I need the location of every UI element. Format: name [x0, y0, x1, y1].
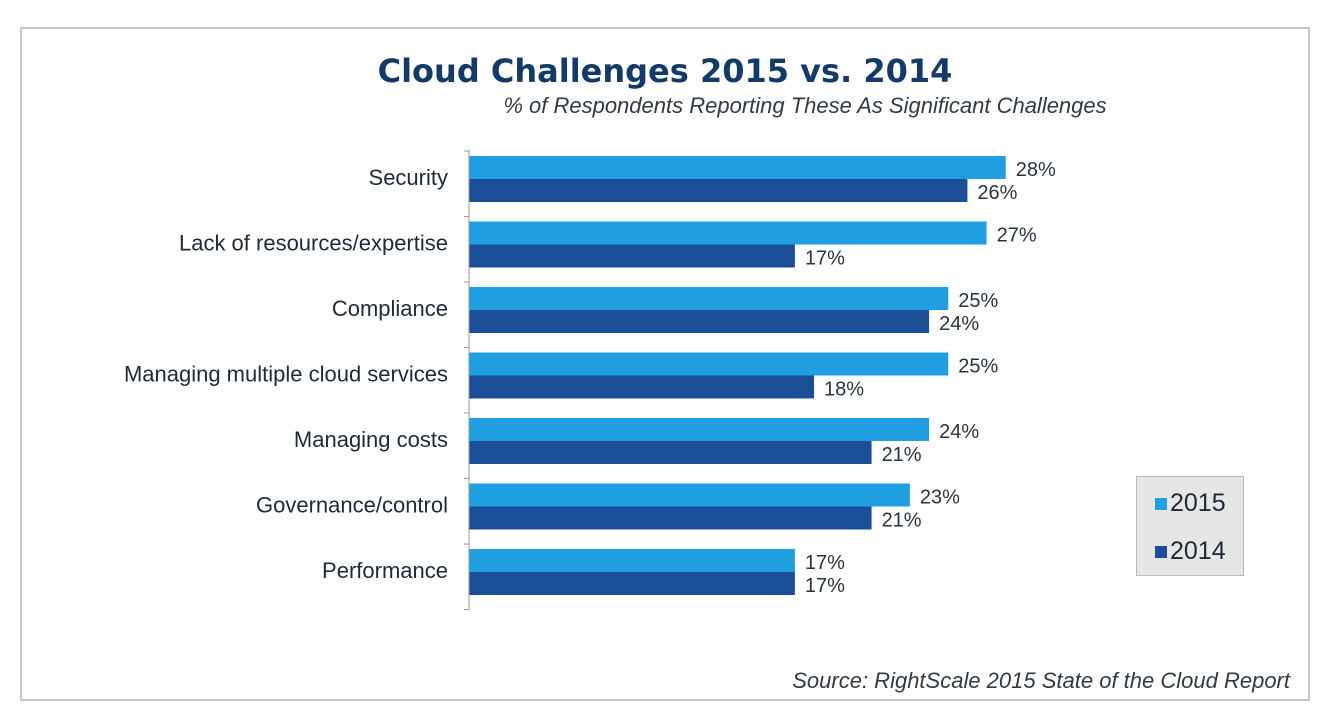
data-label-2014-performance: 17% [805, 575, 845, 597]
data-label-2015-compliance: 25% [958, 290, 998, 312]
data-label-2014-lack-of-resources-expertise: 17% [805, 248, 845, 270]
bar-2014-performance [469, 572, 795, 595]
legend-item-2014: 2014 [1155, 537, 1226, 566]
chart-legend: 2015 2014 [1136, 476, 1244, 576]
data-label-2014-governance-control: 21% [882, 510, 922, 532]
bar-2015-managing-costs [469, 418, 930, 441]
category-label-managing-multiple-cloud-services: Managing multiple cloud services [124, 362, 448, 387]
source-note: Source: RightScale 2015 State of the Clo… [792, 668, 1290, 693]
bar-2015-lack-of-resources-expertise [469, 221, 987, 245]
bar-2014-security [469, 179, 968, 202]
legend-swatch-2014 [1155, 545, 1167, 558]
data-label-2014-managing-multiple-cloud-services: 18% [824, 379, 864, 401]
category-label-governance-control: Governance/control [256, 493, 448, 518]
bar-2014-lack-of-resources-expertise [469, 244, 795, 268]
data-label-2015-managing-costs: 24% [939, 421, 979, 443]
data-label-2014-managing-costs: 21% [882, 444, 922, 466]
chart-title: Cloud Challenges 2015 vs. 2014 [377, 52, 953, 90]
data-label-2015-security: 28% [1016, 159, 1056, 181]
legend-label-2014: 2014 [1170, 537, 1226, 565]
bar-2014-managing-costs [469, 441, 872, 464]
bar-2015-compliance [469, 287, 949, 310]
category-label-managing-costs: Managing costs [294, 427, 448, 452]
legend-swatch-2015 [1155, 497, 1167, 510]
category-label-security: Security [369, 165, 448, 190]
data-label-2014-compliance: 24% [939, 313, 979, 335]
bar-2014-compliance [469, 310, 930, 333]
category-label-compliance: Compliance [332, 296, 448, 321]
category-label-lack-of-resources-expertise: Lack of resources/expertise [179, 231, 448, 256]
bar-2014-managing-multiple-cloud-services [469, 375, 815, 399]
data-label-2015-managing-multiple-cloud-services: 25% [958, 356, 998, 378]
bar-2015-managing-multiple-cloud-services [469, 352, 949, 376]
category-label-performance: Performance [322, 558, 448, 583]
data-label-2014-security: 26% [977, 182, 1017, 204]
bar-2015-governance-control [469, 483, 910, 507]
bar-2015-performance [469, 549, 795, 572]
bar-2015-security [469, 156, 1006, 179]
chart-subtitle: % of Respondents Reporting These As Sign… [503, 93, 1107, 118]
legend-item-2015: 2015 [1155, 489, 1226, 518]
data-label-2015-lack-of-resources-expertise: 27% [997, 225, 1037, 247]
data-label-2015-governance-control: 23% [920, 487, 960, 509]
data-label-2015-performance: 17% [805, 552, 845, 574]
legend-label-2015: 2015 [1170, 489, 1226, 517]
bar-2014-governance-control [469, 506, 872, 530]
